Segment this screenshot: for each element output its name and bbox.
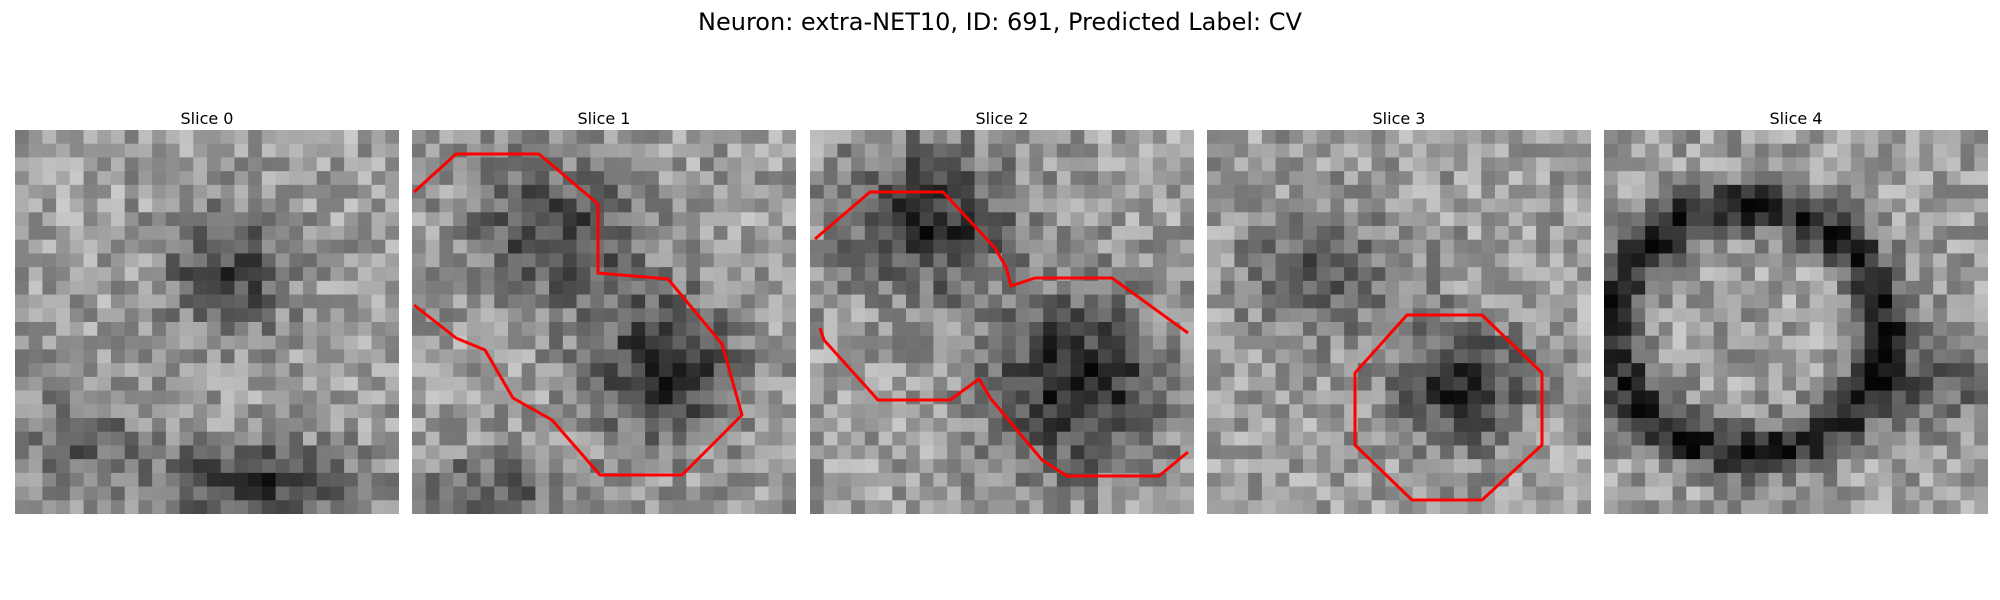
slice-title: Slice 4 [1769,109,1823,128]
slice-title: Slice 1 [577,109,631,128]
contour-octagon [1353,313,1544,502]
contour-upper-left [814,190,1189,335]
slice-title: Slice 0 [180,109,234,128]
slice-panel-2: Slice 2 [810,108,1194,514]
pixel-grid [810,130,1194,514]
slice-panel-3: Slice 3 [1207,108,1591,514]
pixel-grid [1207,130,1591,514]
figure-title: Neuron: extra-NET10, ID: 691, Predicted … [698,8,1302,36]
contour-lower-right [818,327,1189,478]
contour-upper-left [412,152,744,477]
slice-title: Slice 3 [1372,109,1426,128]
slice-image [810,130,1194,514]
slice-image [1207,130,1591,514]
pixel-grid [1604,130,1988,514]
slice-panel-0: Slice 0 [15,108,399,514]
slice-title: Slice 2 [975,109,1029,128]
slice-panel-4: Slice 4 [1604,108,1988,514]
pixel-grid [412,130,796,514]
slice-image [15,130,399,514]
pixel-grid [15,130,399,514]
slice-panel-1: Slice 1 [412,108,796,514]
slice-image [1604,130,1988,514]
slice-image [412,130,796,514]
